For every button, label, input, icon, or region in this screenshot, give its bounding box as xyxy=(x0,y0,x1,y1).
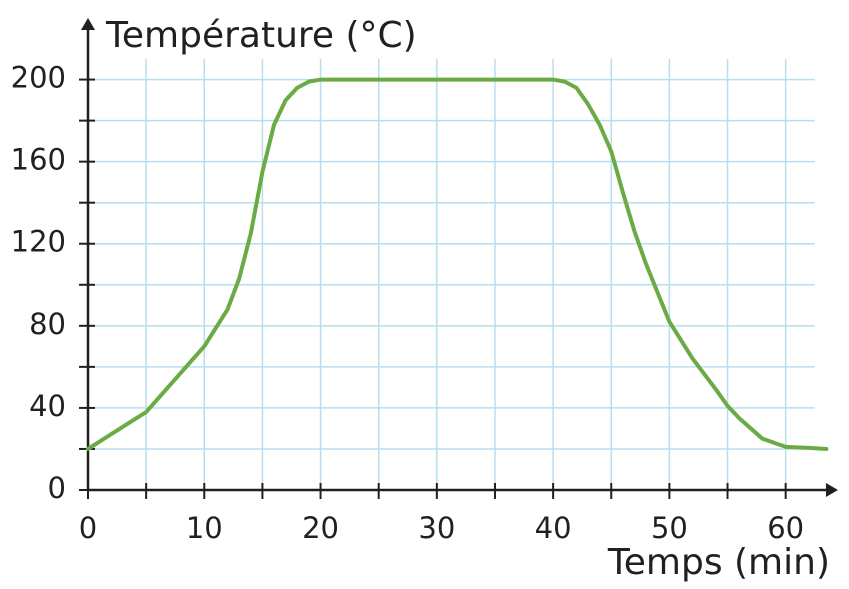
y-tick-label: 160 xyxy=(11,143,66,177)
x-tick-label: 60 xyxy=(767,511,804,545)
x-tick-label: 50 xyxy=(651,511,688,545)
x-tick-label: 40 xyxy=(535,511,572,545)
y-tick-label: 0 xyxy=(48,471,66,505)
y-tick-label: 80 xyxy=(29,307,66,341)
x-tick-label: 0 xyxy=(79,511,97,545)
x-axis-arrow xyxy=(826,483,838,497)
x-axis-title: Temps (min) xyxy=(607,542,830,583)
y-tick-label: 120 xyxy=(11,225,66,259)
y-tick-label: 200 xyxy=(11,61,66,95)
y-axis-arrow xyxy=(81,18,95,30)
y-axis-title: Température (°C) xyxy=(105,15,417,56)
x-tick-label: 10 xyxy=(186,511,223,545)
line xyxy=(86,77,829,451)
x-tick-label: 30 xyxy=(418,511,455,545)
x-tick-label: 20 xyxy=(302,511,339,545)
y-tick-label: 40 xyxy=(29,389,66,423)
